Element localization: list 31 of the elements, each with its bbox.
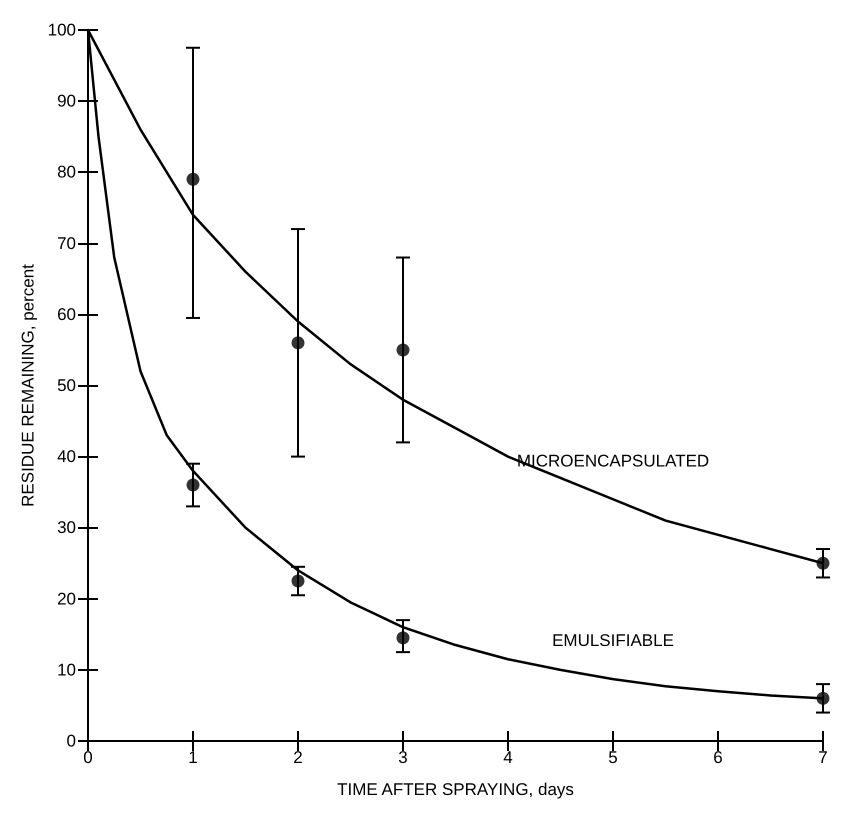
y-tick-label: 30 (57, 518, 76, 538)
x-tick-label: 1 (188, 748, 198, 767)
y-tick-label: 100 (48, 20, 76, 40)
y-tick-label: 60 (57, 304, 76, 324)
y-tick-label: 40 (57, 447, 76, 466)
y-tick-label: 50 (57, 376, 76, 395)
x-tick-label: 5 (608, 748, 618, 767)
x-tick-label: 2 (293, 748, 303, 767)
point (816, 692, 830, 705)
point (396, 631, 410, 644)
point (816, 556, 830, 570)
y-tick-label: 90 (57, 92, 76, 111)
x-tick-label: 4 (503, 748, 513, 767)
series-label: EMULSIFIABLE (552, 631, 674, 650)
y-tick-label: 70 (57, 234, 76, 253)
y-tick-label: 20 (57, 589, 76, 608)
x-tick-label: 7 (818, 748, 828, 767)
y-tick-label: 0 (66, 732, 76, 750)
y-axis-title: RESIDUE REMAINING, percent (18, 264, 38, 507)
x-tick-label: 3 (398, 748, 408, 767)
point (396, 343, 410, 356)
point (292, 336, 304, 350)
x-axis-title: TIME AFTER SPRAYING, days (337, 780, 574, 799)
point (292, 574, 304, 588)
x-tick-label: 0 (83, 748, 93, 767)
y-tick-label: 10 (57, 660, 76, 680)
series-label: MICROENCAPSULATED (516, 451, 710, 470)
y-tick-label: 80 (57, 162, 76, 182)
point (186, 478, 200, 492)
point (186, 172, 200, 186)
x-tick-label: 6 (713, 748, 723, 767)
